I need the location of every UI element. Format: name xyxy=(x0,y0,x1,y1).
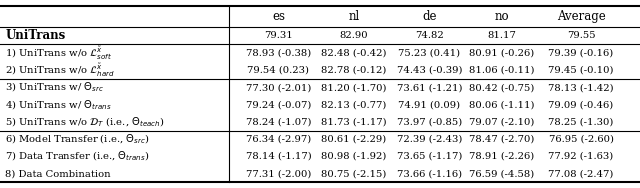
Text: 74.91 (0.09): 74.91 (0.09) xyxy=(398,100,461,109)
Text: 77.30 (-2.01): 77.30 (-2.01) xyxy=(246,83,311,92)
Text: 3) UniTrans w/ $\Theta_{src}$: 3) UniTrans w/ $\Theta_{src}$ xyxy=(5,81,104,94)
Text: 75.23 (0.41): 75.23 (0.41) xyxy=(398,49,461,58)
Text: 79.31: 79.31 xyxy=(264,31,292,40)
Text: 77.92 (-1.63): 77.92 (-1.63) xyxy=(548,152,614,161)
Text: 76.59 (-4.58): 76.59 (-4.58) xyxy=(469,169,534,178)
Text: de: de xyxy=(422,10,436,23)
Text: 73.66 (-1.16): 73.66 (-1.16) xyxy=(397,169,462,178)
Text: 76.95 (-2.60): 76.95 (-2.60) xyxy=(548,135,614,144)
Text: 73.61 (-1.21): 73.61 (-1.21) xyxy=(397,83,462,92)
Text: UniTrans: UniTrans xyxy=(5,29,65,42)
Text: 79.24 (-0.07): 79.24 (-0.07) xyxy=(246,100,311,109)
Text: 1) UniTrans w/o $\mathcal{L}_{soft}^{\tilde{x}}$: 1) UniTrans w/o $\mathcal{L}_{soft}^{\ti… xyxy=(5,44,112,62)
Text: 7) Data Transfer (i.e., $\Theta_{trans}$): 7) Data Transfer (i.e., $\Theta_{trans}$… xyxy=(5,150,149,163)
Text: nl: nl xyxy=(348,10,360,23)
Text: 78.13 (-1.42): 78.13 (-1.42) xyxy=(548,83,614,92)
Text: 78.14 (-1.17): 78.14 (-1.17) xyxy=(246,152,311,161)
Text: 82.78 (-0.12): 82.78 (-0.12) xyxy=(321,66,387,75)
Text: 74.43 (-0.39): 74.43 (-0.39) xyxy=(397,66,462,75)
Text: 78.25 (-1.30): 78.25 (-1.30) xyxy=(548,118,614,127)
Text: 78.91 (-2.26): 78.91 (-2.26) xyxy=(469,152,534,161)
Text: 82.13 (-0.77): 82.13 (-0.77) xyxy=(321,100,387,109)
Text: 80.98 (-1.92): 80.98 (-1.92) xyxy=(321,152,387,161)
Text: 80.61 (-2.29): 80.61 (-2.29) xyxy=(321,135,387,144)
Text: 78.93 (-0.38): 78.93 (-0.38) xyxy=(246,49,311,58)
Text: 79.09 (-0.46): 79.09 (-0.46) xyxy=(548,100,614,109)
Text: 6) Model Transfer (i.e., $\Theta_{src}$): 6) Model Transfer (i.e., $\Theta_{src}$) xyxy=(5,133,150,146)
Text: 82.90: 82.90 xyxy=(340,31,368,40)
Text: 79.07 (-2.10): 79.07 (-2.10) xyxy=(469,118,534,127)
Text: Average: Average xyxy=(557,10,605,23)
Text: 79.39 (-0.16): 79.39 (-0.16) xyxy=(548,49,614,58)
Text: 77.08 (-2.47): 77.08 (-2.47) xyxy=(548,169,614,178)
Text: 5) UniTrans w/o $\mathcal{D}_T$ (i.e., $\Theta_{teach}$): 5) UniTrans w/o $\mathcal{D}_T$ (i.e., $… xyxy=(5,115,164,129)
Text: 77.31 (-2.00): 77.31 (-2.00) xyxy=(246,169,311,178)
Text: 78.24 (-1.07): 78.24 (-1.07) xyxy=(246,118,311,127)
Text: 2) UniTrans w/o $\mathcal{L}_{hard}^{\tilde{x}}$: 2) UniTrans w/o $\mathcal{L}_{hard}^{\ti… xyxy=(5,61,115,79)
Text: 82.48 (-0.42): 82.48 (-0.42) xyxy=(321,49,387,58)
Text: 79.55: 79.55 xyxy=(567,31,595,40)
Text: 73.65 (-1.17): 73.65 (-1.17) xyxy=(397,152,462,161)
Text: es: es xyxy=(272,10,285,23)
Text: 8) Data Combination: 8) Data Combination xyxy=(5,169,111,178)
Text: 81.20 (-1.70): 81.20 (-1.70) xyxy=(321,83,387,92)
Text: 72.39 (-2.43): 72.39 (-2.43) xyxy=(397,135,462,144)
Text: no: no xyxy=(495,10,509,23)
Text: 73.97 (-0.85): 73.97 (-0.85) xyxy=(397,118,462,127)
Text: 4) UniTrans w/ $\Theta_{trans}$: 4) UniTrans w/ $\Theta_{trans}$ xyxy=(5,98,112,112)
Text: 74.82: 74.82 xyxy=(415,31,444,40)
Text: 76.34 (-2.97): 76.34 (-2.97) xyxy=(246,135,311,144)
Text: 80.42 (-0.75): 80.42 (-0.75) xyxy=(469,83,534,92)
Text: 80.75 (-2.15): 80.75 (-2.15) xyxy=(321,169,387,178)
Text: 81.06 (-0.11): 81.06 (-0.11) xyxy=(469,66,534,75)
Text: 79.45 (-0.10): 79.45 (-0.10) xyxy=(548,66,614,75)
Text: 81.17: 81.17 xyxy=(487,31,516,40)
Text: 81.73 (-1.17): 81.73 (-1.17) xyxy=(321,118,387,127)
Text: 78.47 (-2.70): 78.47 (-2.70) xyxy=(469,135,534,144)
Text: 80.91 (-0.26): 80.91 (-0.26) xyxy=(469,49,534,58)
Text: 80.06 (-1.11): 80.06 (-1.11) xyxy=(469,100,534,109)
Text: 79.54 (0.23): 79.54 (0.23) xyxy=(248,66,309,75)
